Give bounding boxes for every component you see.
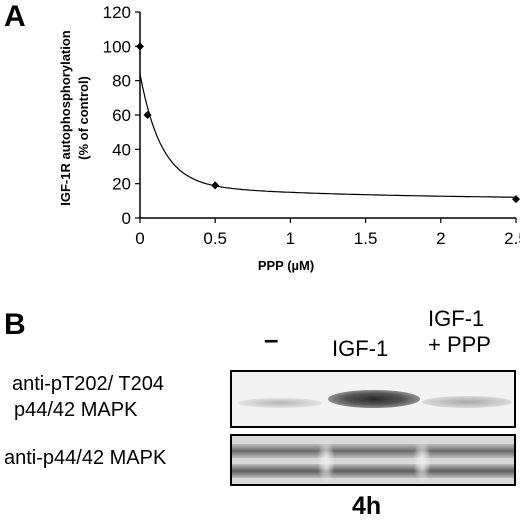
y-tick-label: 100: [103, 37, 131, 56]
x-tick-label: 2: [436, 229, 445, 248]
fit-curve: [139, 73, 516, 198]
panel-a-letter: A: [4, 0, 26, 33]
time-label: 4h: [352, 492, 382, 520]
lane-gap-2: [414, 440, 430, 482]
x-tick-label: 2.5: [504, 229, 520, 248]
band-lower-total: [232, 464, 514, 478]
band-lane1-phospho: [238, 398, 322, 408]
blot-phospho-mapk: [230, 370, 516, 428]
y-axis-label-line1: IGF-1R autophosphorylation: [58, 30, 73, 206]
data-points: [136, 42, 520, 204]
dose-response-chart: 0 20 40 60 80 100 120 0 0.5 1 1.5 2 2.5 PPP (µM) IG…: [58, 3, 520, 273]
data-point-diamond: [143, 111, 152, 119]
y-tick-labels: 0 20 40 60 80 100 120: [103, 3, 131, 228]
lane-label-igf1-ppp-line2: + PPP: [428, 332, 491, 357]
band-upper-total: [232, 444, 514, 458]
row-label-phospho-line2: p44/42 MAPK: [14, 399, 138, 421]
fit-curve-layer: [139, 73, 516, 198]
lane-gap-1: [318, 440, 334, 482]
row-label-phospho-line1: anti-pT202/ T204: [12, 373, 164, 395]
x-tick-labels: 0 0.5 1 1.5 2 2.5: [135, 229, 520, 248]
y-tick-label: 80: [112, 72, 131, 91]
data-point-diamond: [136, 42, 144, 51]
y-tick-label: 40: [112, 140, 131, 159]
x-tick-label: 1: [286, 229, 295, 248]
row-label-total: anti-p44/42 MAPK: [4, 447, 167, 469]
y-axis-label-line2: (% of control): [76, 76, 91, 160]
chart-axes: [135, 11, 517, 223]
data-point-diamond: [211, 181, 220, 190]
y-tick-label: 0: [122, 209, 131, 228]
y-tick-label: 120: [103, 3, 131, 22]
x-tick-label: 0: [135, 229, 144, 248]
x-axis-label: PPP (µM): [258, 258, 314, 273]
band-lane2-phospho: [328, 390, 420, 408]
y-tick-label: 20: [112, 175, 131, 194]
data-point-diamond: [512, 195, 520, 204]
x-tick-label: 1.5: [354, 229, 378, 248]
x-tick-label: 0.5: [203, 229, 227, 248]
lane-label-igf1: IGF-1: [332, 336, 389, 361]
panel-b-letter: B: [4, 308, 26, 341]
band-lane3-phospho: [422, 396, 512, 408]
lane-label-igf1-ppp-line1: IGF-1: [428, 306, 485, 331]
blot-total-mapk: [230, 434, 516, 486]
lane-label-control: –: [264, 324, 279, 354]
y-tick-label: 60: [112, 106, 131, 125]
